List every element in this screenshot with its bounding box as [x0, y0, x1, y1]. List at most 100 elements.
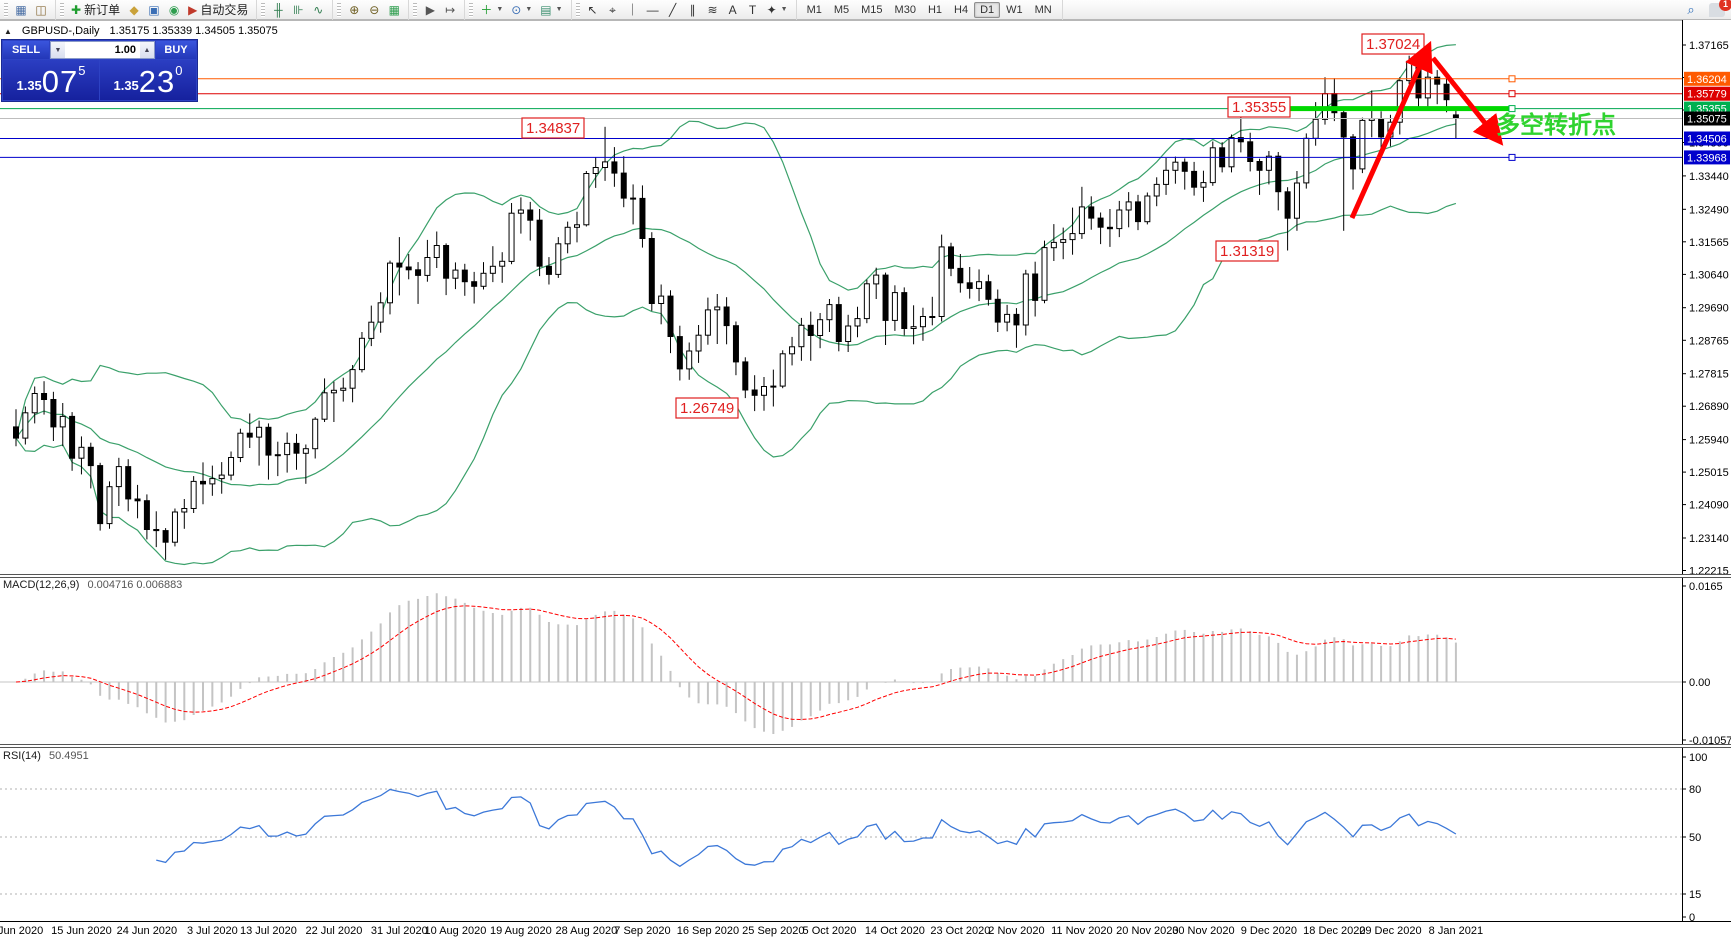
candle [200, 480, 206, 485]
chart-profiles-button[interactable]: ◫ [31, 1, 51, 19]
candle [284, 442, 291, 456]
price-axis-tick-label: 1.33440 [1689, 171, 1729, 183]
trendline-button[interactable]: ╱ [663, 1, 683, 19]
line-drag-handle[interactable] [1508, 90, 1516, 98]
candle [349, 369, 356, 389]
periods-button[interactable]: ⊙ ▼ [507, 1, 536, 19]
text-label-button[interactable]: T [743, 1, 763, 19]
price-axis-tick-label: 1.28765 [1689, 335, 1729, 347]
candle [22, 412, 29, 439]
timeframe-m5-button[interactable]: M5 [833, 3, 850, 16]
crosshair-button[interactable]: ⌖ [603, 1, 623, 19]
indicators-list-button[interactable]: ＋ ▼ [476, 1, 507, 19]
bar-chart-mode-button[interactable]: ╫ [268, 1, 288, 19]
candlestick-mode-button[interactable]: ⊪ [288, 1, 308, 19]
price-annotation-box[interactable] [1227, 96, 1291, 118]
turning-point-note-text[interactable]: 多空转折点 [1496, 111, 1616, 139]
price-annotation-box[interactable] [675, 397, 739, 419]
candle [246, 432, 253, 438]
arrows-tool-button[interactable]: ✦ ▼ [763, 1, 792, 19]
price-annotation-label: 1.26749 [680, 400, 734, 417]
timeframe-m1-button[interactable]: M1 [806, 3, 822, 16]
main-macd-divider[interactable] [0, 574, 1731, 578]
candle [330, 389, 337, 394]
line-drag-handle[interactable] [1508, 75, 1516, 83]
navigator-button[interactable]: ◉ [164, 1, 184, 19]
buy-button[interactable]: BUY [156, 41, 196, 59]
line-chart-mode-button[interactable]: ∿ [308, 1, 328, 19]
autotrading-button[interactable]: ▶ 自动交易 [184, 1, 252, 19]
auto-scroll-button[interactable]: ▶ [420, 1, 440, 19]
fibonacci-button[interactable]: ≋ [703, 1, 723, 19]
market-watch-button[interactable]: ◆ [124, 1, 144, 19]
candle [948, 246, 954, 269]
notifications-icon[interactable]: 1 [1709, 0, 1731, 17]
candle [1181, 161, 1188, 172]
candle [508, 212, 515, 262]
chart-shift-button[interactable]: ↦ [440, 1, 460, 19]
price-annotation-box[interactable] [521, 117, 585, 139]
candle [321, 392, 328, 420]
timeframe-m30-button[interactable]: M30 [894, 3, 916, 16]
candle [835, 304, 842, 343]
candle [302, 448, 309, 454]
candle [424, 257, 431, 276]
indicators-list-caret: ▼ [496, 5, 504, 13]
candle [873, 274, 880, 285]
timeframe-h4-button[interactable]: H4 [954, 3, 969, 16]
symbol-ohlc: 1.35175 1.35339 1.34505 1.35075 [109, 25, 278, 37]
price-annotation-box[interactable] [1215, 240, 1279, 262]
new-order-button[interactable]: ✚ 新订单 [67, 1, 124, 19]
data-window-button[interactable]: ▣ [144, 1, 164, 19]
trend-arrow-down[interactable] [1431, 56, 1504, 146]
buy-price[interactable]: 1.35 23 0 [100, 60, 196, 100]
zoom-out-button[interactable]: ⊖ [364, 1, 384, 19]
time-axis-label: 16 Sep 2020 [676, 925, 740, 937]
time-axis-label: 11 Nov 2020 [1051, 925, 1113, 937]
navigator-icon: ◉ [168, 2, 180, 17]
timeframe-m15-button[interactable]: M15 [861, 3, 883, 16]
candle [938, 246, 945, 317]
macd-rsi-divider[interactable] [0, 744, 1731, 748]
candle [648, 238, 655, 304]
support-resistance-thick-line[interactable] [1284, 106, 1512, 112]
price-badge [1684, 111, 1730, 126]
candle [1050, 241, 1057, 249]
sell-price[interactable]: 1.35 07 5 [3, 60, 99, 100]
candle [882, 274, 889, 321]
timeframe-w1-button[interactable]: W1 [1006, 3, 1023, 16]
search-icon[interactable]: ⌕ [1687, 1, 1695, 17]
vertical-line-button[interactable]: ｜ [623, 1, 643, 19]
volume-increase-button[interactable]: ▲ [140, 42, 154, 58]
candle [265, 426, 272, 456]
sell-button[interactable]: SELL [3, 41, 49, 59]
time-axis[interactable]: 4 Jun 2020 15 Jun 2020 24 Jun 2020 3 Jul 20… [0, 922, 1731, 940]
templates-button[interactable]: ▤ ▼ [536, 1, 566, 19]
equidistant-channel-button[interactable]: ∥ [683, 1, 703, 19]
line-drag-handle[interactable] [1508, 153, 1516, 161]
line-drag-handle[interactable] [1508, 105, 1516, 113]
rsi-axis-label: 15 [1689, 889, 1701, 901]
candlestick-mode-icon: ⊪ [293, 2, 304, 17]
rsi-label: RSI(14) [3, 750, 41, 762]
macd-label-row: MACD(12,26,9) 0.004716 0.006883 [3, 579, 182, 591]
candle [901, 292, 908, 330]
candle [592, 167, 599, 174]
new-chart-button[interactable]: ▦ [11, 1, 31, 19]
zoom-in-button[interactable]: ⊕ [344, 1, 364, 19]
cursor-button[interactable]: ↖ [583, 1, 603, 19]
price-annotation-label: 1.35355 [1232, 99, 1286, 116]
time-axis-label: 20 Nov 2020 [1116, 925, 1179, 937]
candle [1078, 206, 1085, 235]
tile-windows-button[interactable]: ▦ [384, 1, 404, 19]
timeframe-h1-button[interactable]: H1 [927, 3, 943, 16]
timeframe-mn-button[interactable]: MN [1034, 3, 1052, 16]
trend-arrow-up[interactable] [1349, 40, 1433, 220]
candle [134, 498, 141, 502]
text-button[interactable]: A [723, 1, 743, 19]
volume-decrease-button[interactable]: ▼ [51, 42, 65, 58]
horizontal-line-button[interactable]: — [643, 1, 663, 19]
timeframe-d1-button[interactable]: D1 [974, 1, 1001, 18]
volume-input[interactable]: 1.00 [114, 44, 136, 56]
